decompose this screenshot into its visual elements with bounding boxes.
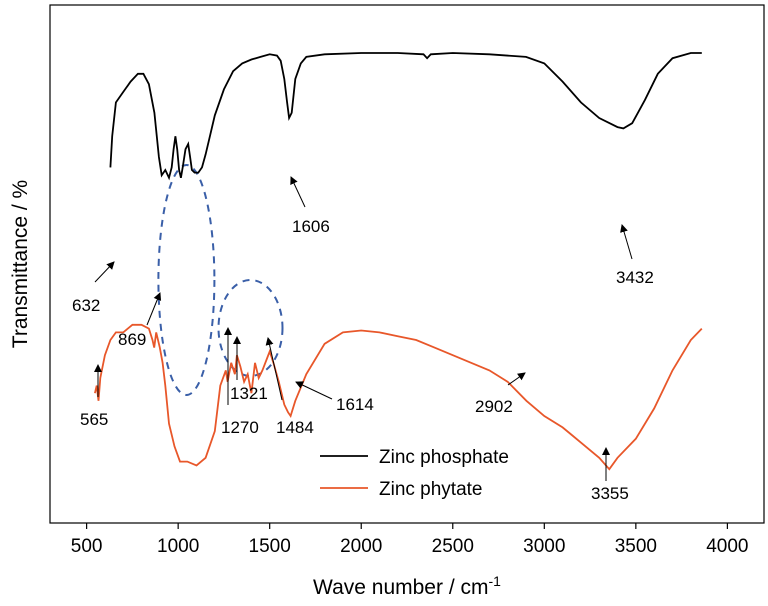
annotation-label-1614: 1614 xyxy=(336,395,374,414)
x-tick-2500: 2500 xyxy=(432,523,474,557)
annotation-arrow-1614 xyxy=(295,381,333,400)
x-tick-label-2000: 2000 xyxy=(340,536,382,557)
x-tick-label-4000: 4000 xyxy=(706,536,748,557)
annotation-label-1484: 1484 xyxy=(276,418,314,437)
annotation-1484: 1484 xyxy=(265,337,314,437)
annotation-2902: 2902 xyxy=(475,372,526,416)
annotation-label-2902: 2902 xyxy=(475,397,513,416)
annotation-label-1270: 1270 xyxy=(221,418,259,437)
x-axis-label-text: Wave number / cm xyxy=(313,576,488,599)
annotation-arrow-869 xyxy=(146,292,162,326)
annotation-arrow-632 xyxy=(94,261,115,283)
x-tick-label-1500: 1500 xyxy=(249,536,291,557)
x-tick-label-500: 500 xyxy=(71,536,103,557)
plot-frame xyxy=(49,4,765,524)
x-tick-label-3500: 3500 xyxy=(615,536,657,557)
x-axis: 500 1000 1500 2000 2500 3000 3500 4000 xyxy=(71,523,749,557)
x-tick-2000: 2000 xyxy=(340,523,382,557)
x-tick-3500: 3500 xyxy=(615,523,657,557)
x-tick-label-1000: 1000 xyxy=(157,536,199,557)
annotation-1270: 1270 xyxy=(221,327,259,437)
legend-label-zinc-phosphate: Zinc phosphate xyxy=(379,447,509,468)
annotation-label-565: 565 xyxy=(80,410,108,429)
annotation-565: 565 xyxy=(80,364,108,429)
annotation-1606: 1606 xyxy=(290,176,330,236)
annotation-632: 632 xyxy=(72,261,115,315)
annotation-arrow-1484 xyxy=(265,337,283,401)
annotation-1321: 1321 xyxy=(230,336,268,403)
annotation-label-1606: 1606 xyxy=(292,217,330,236)
x-tick-1000: 1000 xyxy=(157,523,199,557)
annotation-label-3432: 3432 xyxy=(616,268,654,287)
series-line-zinc-phytate xyxy=(94,323,703,471)
annotation-label-1321: 1321 xyxy=(230,384,268,403)
annotation-arrow-3432 xyxy=(620,224,633,260)
highlight-ellipse-small xyxy=(217,279,284,377)
annotation-arrow-1606 xyxy=(290,176,306,208)
legend-label-zinc-phytate: Zinc phytate xyxy=(379,479,483,500)
x-axis-label: Wave number / cm-1 xyxy=(313,573,501,599)
annotation-3355: 3355 xyxy=(591,447,629,503)
annotation-label-3355: 3355 xyxy=(591,484,629,503)
annotation-label-632: 632 xyxy=(72,296,100,315)
annotation-869: 869 xyxy=(118,292,162,349)
y-axis-label: Transmittance / % xyxy=(9,180,32,348)
x-tick-500: 500 xyxy=(71,523,103,557)
x-tick-1500: 1500 xyxy=(249,523,291,557)
annotation-3432: 3432 xyxy=(616,224,654,287)
legend: Zinc phosphate Zinc phytate xyxy=(320,447,509,500)
x-axis-label-superscript: -1 xyxy=(488,573,501,589)
x-tick-label-3000: 3000 xyxy=(523,536,565,557)
x-tick-3000: 3000 xyxy=(523,523,565,557)
annotation-label-869: 869 xyxy=(118,330,146,349)
annotation-arrow-2902 xyxy=(507,372,526,386)
x-tick-label-2500: 2500 xyxy=(432,536,474,557)
annotation-1614: 1614 xyxy=(295,381,374,414)
highlight-ellipse-large xyxy=(157,164,216,396)
series-line-zinc-phosphate xyxy=(109,52,702,181)
x-tick-4000: 4000 xyxy=(706,523,749,557)
